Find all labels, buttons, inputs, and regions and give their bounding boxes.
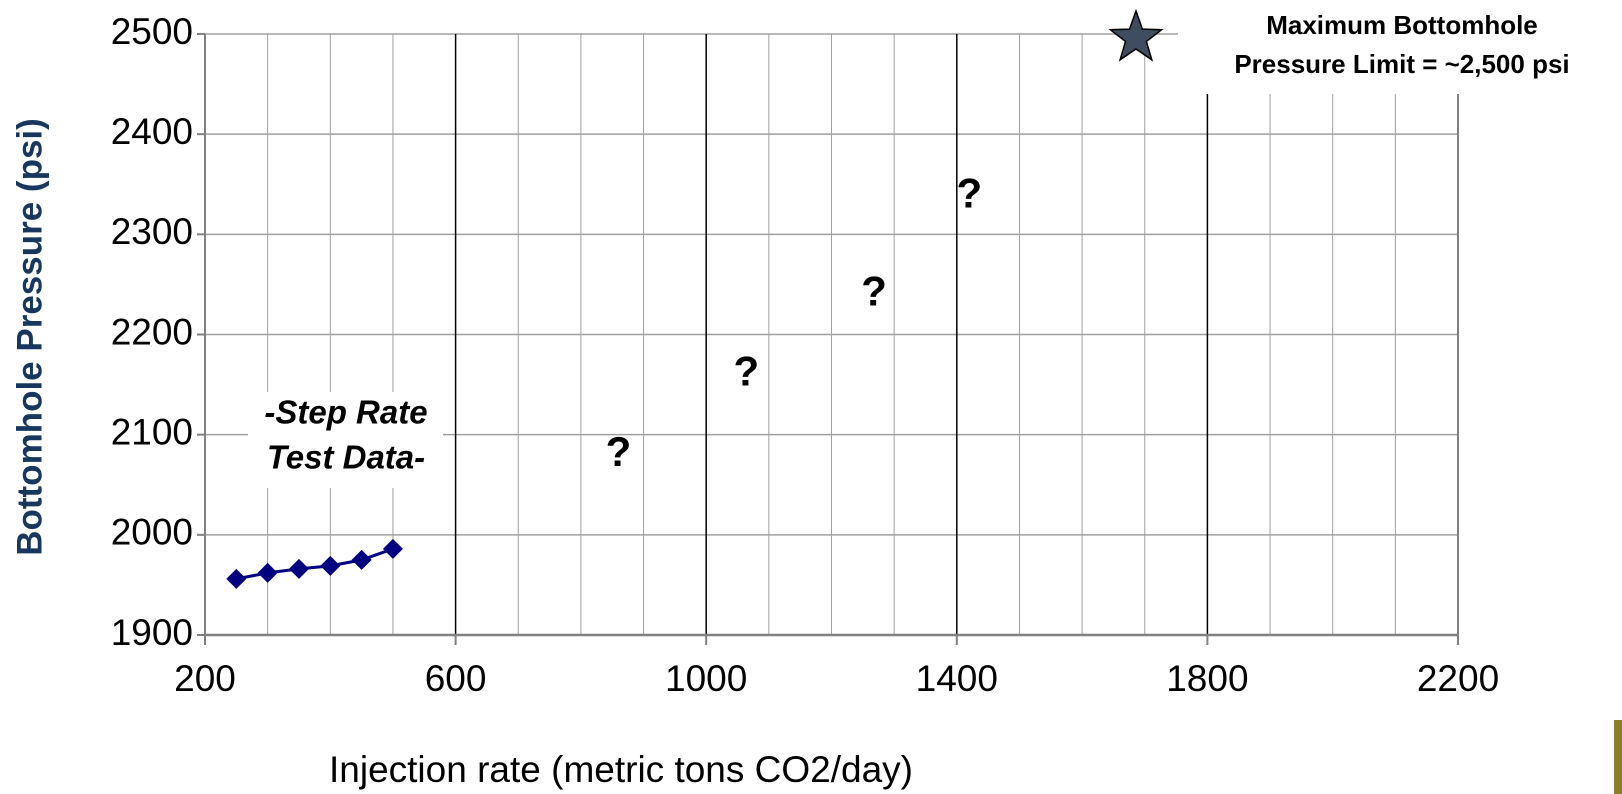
- limit-label: Pressure Limit = ~2,500 psi: [1234, 49, 1569, 79]
- y-tick-label: 2500: [111, 11, 193, 52]
- x-tick-label: 600: [425, 658, 487, 699]
- x-tick-label: 200: [174, 658, 236, 699]
- annotation: ?: [957, 169, 983, 216]
- annotation: ?: [733, 348, 759, 395]
- x-tick-label: 1800: [1166, 658, 1248, 699]
- limit-label-box: [1178, 4, 1622, 94]
- data-point: [226, 568, 247, 589]
- x-tick-label: 1000: [665, 658, 747, 699]
- data-point: [320, 555, 341, 576]
- x-tick-label: 2200: [1417, 658, 1499, 699]
- data-point: [382, 538, 403, 559]
- y-tick-label: 2200: [111, 311, 193, 352]
- annotation: ?: [861, 268, 887, 315]
- y-tick-label: 1900: [111, 612, 193, 653]
- y-tick-label: 2000: [111, 512, 193, 553]
- limit-label: Maximum Bottomhole: [1266, 10, 1538, 40]
- limit-star: [1108, 8, 1164, 62]
- series-label: Test Data-: [267, 439, 425, 476]
- y-tick-label: 2300: [111, 211, 193, 252]
- data-point: [288, 558, 309, 579]
- corner-decoration: [1614, 720, 1622, 794]
- x-axis-title: Injection rate (metric tons CO2/day): [329, 749, 913, 790]
- y-tick-label: 2400: [111, 111, 193, 152]
- data-point: [351, 549, 372, 570]
- y-axis-title: Bottomhole Pressure (psi): [10, 118, 49, 556]
- series-label-box: [248, 392, 443, 488]
- x-tick-label: 1400: [916, 658, 998, 699]
- annotation: ?: [606, 428, 632, 475]
- y-tick-label: 2100: [111, 411, 193, 452]
- data-point: [257, 562, 278, 583]
- series-label: -Step Rate: [264, 394, 427, 431]
